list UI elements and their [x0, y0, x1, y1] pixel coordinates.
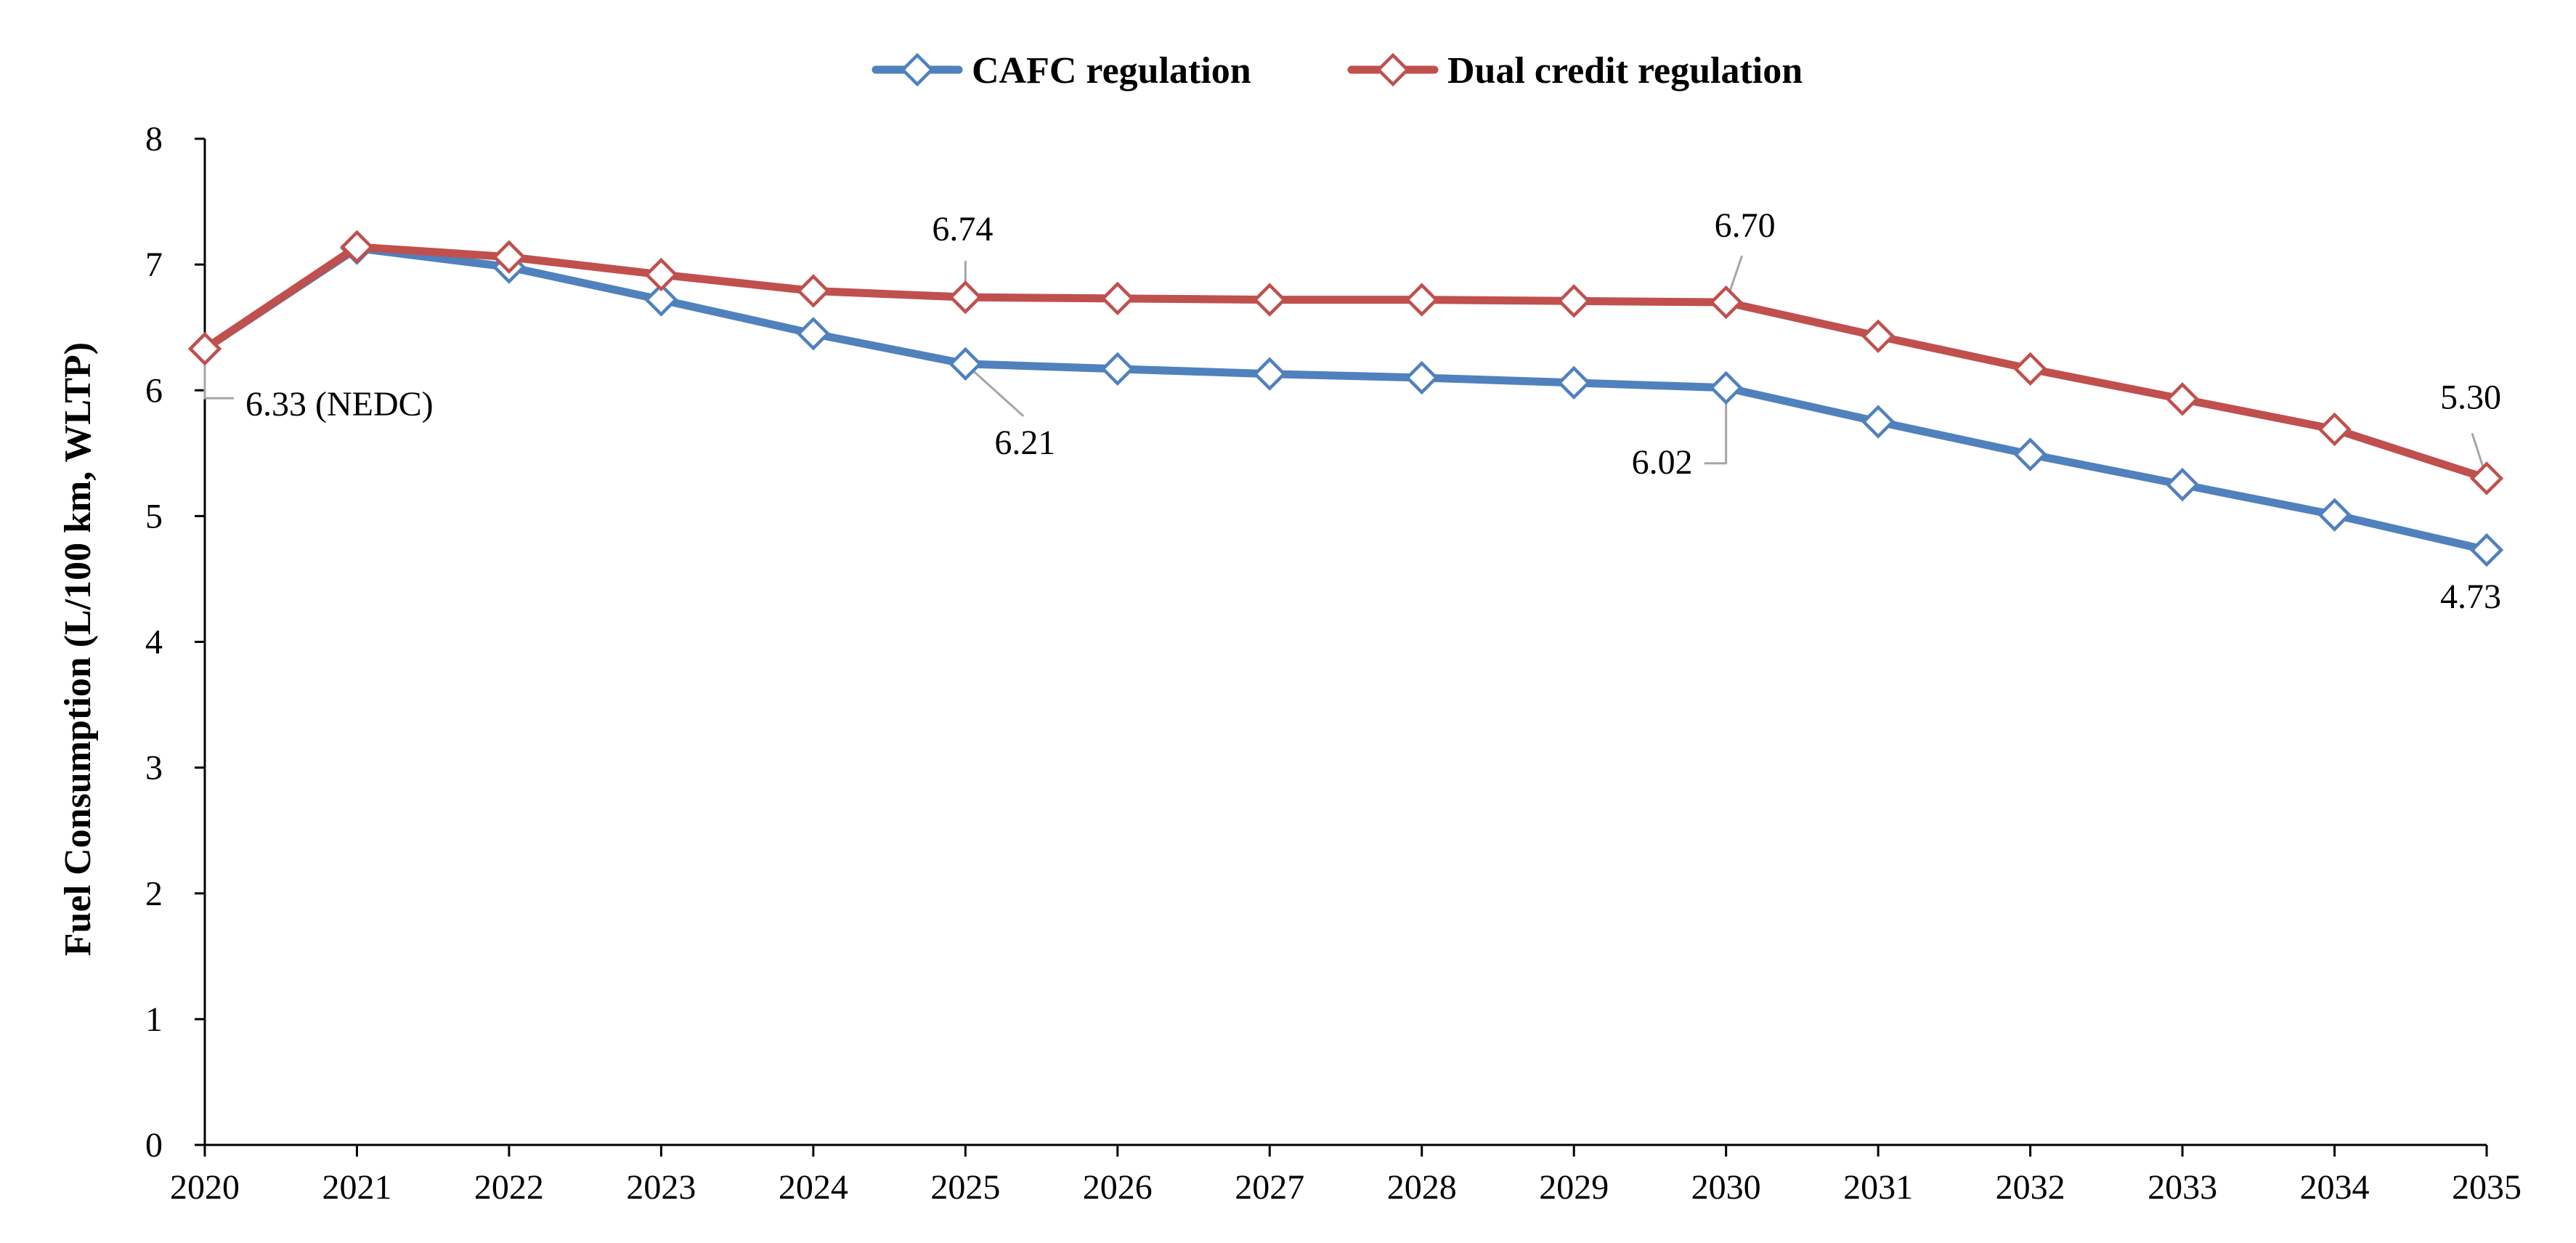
series-line	[200, 243, 2491, 482]
data-label: 6.02	[1632, 443, 1693, 482]
data-point	[948, 347, 983, 381]
data-point	[2317, 412, 2352, 447]
y-tick-label: 3	[145, 749, 163, 787]
x-tick-label: 2028	[1387, 1168, 1457, 1207]
x-tick-label: 2020	[170, 1168, 240, 1207]
annotation-leader-line	[964, 363, 1025, 418]
data-point	[644, 257, 678, 292]
data-point	[1405, 360, 1439, 395]
x-tick-label: 2022	[474, 1168, 544, 1207]
data-point	[1709, 285, 1743, 320]
data-point	[644, 283, 678, 317]
data-point	[2469, 461, 2504, 495]
x-tick-label: 2024	[779, 1168, 848, 1207]
x-tick-label: 2035	[2452, 1168, 2522, 1207]
data-label: 6.74	[932, 210, 993, 248]
legend-item: CAFC regulation	[871, 50, 1251, 92]
x-tick-label: 2026	[1083, 1168, 1153, 1207]
x-tick-label: 2032	[1996, 1168, 2065, 1207]
data-point	[340, 230, 374, 264]
data-point	[2165, 382, 2200, 416]
legend-label: CAFC regulation	[972, 50, 1251, 92]
x-tick-label: 2031	[1843, 1168, 1913, 1207]
data-label: 6.21	[994, 424, 1055, 462]
data-point	[2469, 533, 2504, 567]
data-point	[1861, 319, 1896, 353]
x-tick-label: 2025	[930, 1168, 1000, 1207]
data-point	[2013, 437, 2047, 471]
annotation-leader-line	[1704, 387, 1728, 465]
y-tick-label: 5	[145, 497, 163, 535]
legend-label: Dual credit regulation	[1447, 50, 1803, 92]
x-tick-label: 2029	[1539, 1168, 1609, 1207]
y-axis-title-group: Fuel Consumption (L/100 km, WLTP)	[57, 342, 99, 956]
series-layer	[187, 230, 2504, 567]
data-point	[187, 331, 222, 366]
data-point	[1709, 371, 1743, 405]
legend-item: Dual credit regulation	[1347, 50, 1803, 92]
data-point	[796, 317, 831, 351]
x-tick-label: 2034	[2300, 1168, 2370, 1207]
data-point	[1861, 405, 1896, 439]
axes	[203, 139, 2487, 1146]
data-point	[796, 274, 831, 308]
series-1	[187, 230, 2504, 495]
x-tick-label: 2021	[322, 1168, 391, 1207]
x-tick-label: 2023	[626, 1168, 696, 1207]
data-point	[1405, 283, 1439, 317]
x-ticks: 2020 2021 2022 2023 2024 2025 2026 2027 2028 2029…	[170, 1145, 2522, 1207]
y-tick-label: 0	[145, 1126, 163, 1165]
legend: CAFC regulation Dual credit regulation	[871, 50, 1803, 92]
data-point	[1253, 283, 1287, 317]
legend-swatch-marker	[900, 52, 935, 87]
data-label: 6.33 (NEDC)	[245, 385, 434, 424]
data-label: 4.73	[2440, 578, 2501, 616]
data-point	[1557, 284, 1591, 318]
data-label: 6.70	[1715, 206, 1776, 245]
data-point	[1100, 281, 1134, 316]
annotation-leaders	[203, 255, 2488, 479]
annotation-layer: 6.33 (NEDC) 6.74 6.21 6.70 6.02 5.30 4.73	[245, 206, 2501, 616]
series-0	[187, 231, 2504, 567]
data-point	[948, 280, 983, 315]
data-label: 5.30	[2440, 378, 2501, 416]
y-tick-label: 6	[145, 371, 163, 410]
y-tick-label: 8	[145, 120, 163, 158]
x-tick-label: 2033	[2148, 1168, 2217, 1207]
series-line	[200, 244, 2491, 554]
y-axis-title: Fuel Consumption (L/100 km, WLTP)	[57, 342, 99, 956]
data-point	[1557, 365, 1591, 400]
data-point	[2165, 467, 2200, 502]
data-point	[2013, 352, 2047, 386]
x-tick-label: 2027	[1235, 1168, 1304, 1207]
data-point	[492, 240, 527, 274]
data-point	[2317, 498, 2352, 532]
data-point	[1100, 352, 1134, 386]
y-tick-label: 2	[145, 875, 163, 913]
y-ticks: 0 1 2 3 4 5 6 7 8	[145, 120, 205, 1165]
y-tick-label: 1	[145, 1000, 163, 1039]
y-tick-label: 4	[145, 623, 163, 662]
legend-swatch-marker	[1376, 52, 1410, 87]
x-tick-label: 2030	[1691, 1168, 1761, 1207]
y-tick-label: 7	[145, 246, 163, 284]
data-point	[1253, 357, 1287, 391]
